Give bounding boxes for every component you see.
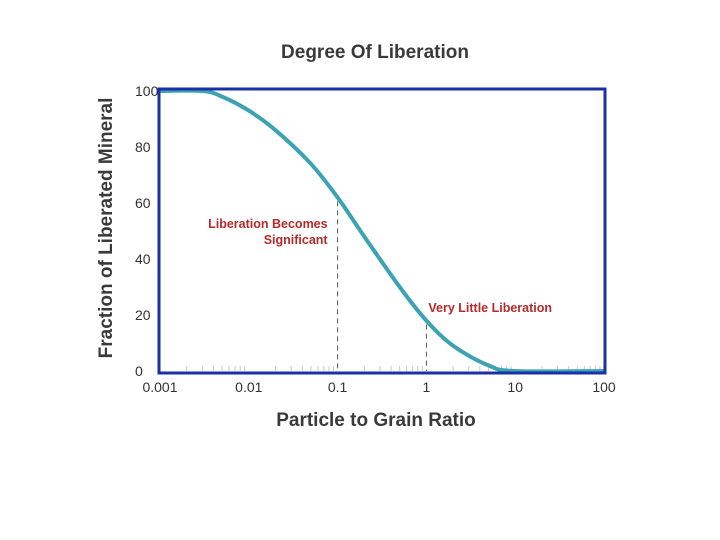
x-axis-label: Particle to Grain Ratio [276, 410, 476, 431]
annotations: Liberation Becomes Significant Very Little… [208, 217, 552, 315]
annotation-guides [337, 201, 427, 371]
annotation-label: Very Little Liberation [428, 301, 552, 315]
y-tick-label: 20 [135, 307, 151, 323]
x-tick-label: 1 [423, 379, 431, 395]
x-tick-labels: 0.001 0.01 0.1 1 10 100 [142, 379, 615, 395]
y-tick-label: 0 [135, 363, 143, 379]
x-tick-label: 10 [507, 379, 523, 395]
x-tick-label: 100 [592, 379, 616, 395]
y-tick-label: 80 [135, 139, 151, 155]
y-tick-label: 60 [135, 195, 151, 211]
plot-frame [157, 87, 607, 375]
y-tick-label: 100 [135, 83, 159, 99]
x-tick-label: 0.001 [142, 379, 177, 395]
annotation-label: Liberation Becomes [208, 217, 328, 231]
y-axis-label: Fraction of Liberated Mineral [96, 98, 117, 359]
series-layer [158, 88, 606, 374]
y-tick-labels: 0 20 40 60 80 100 [135, 83, 159, 379]
chart-title: Degree Of Liberation [281, 42, 469, 63]
annotation-label: Significant [264, 233, 329, 247]
x-tick-label: 0.01 [235, 379, 262, 395]
x-tick-label: 0.1 [328, 379, 348, 395]
y-tick-label: 40 [135, 251, 151, 267]
series-line [158, 88, 606, 374]
